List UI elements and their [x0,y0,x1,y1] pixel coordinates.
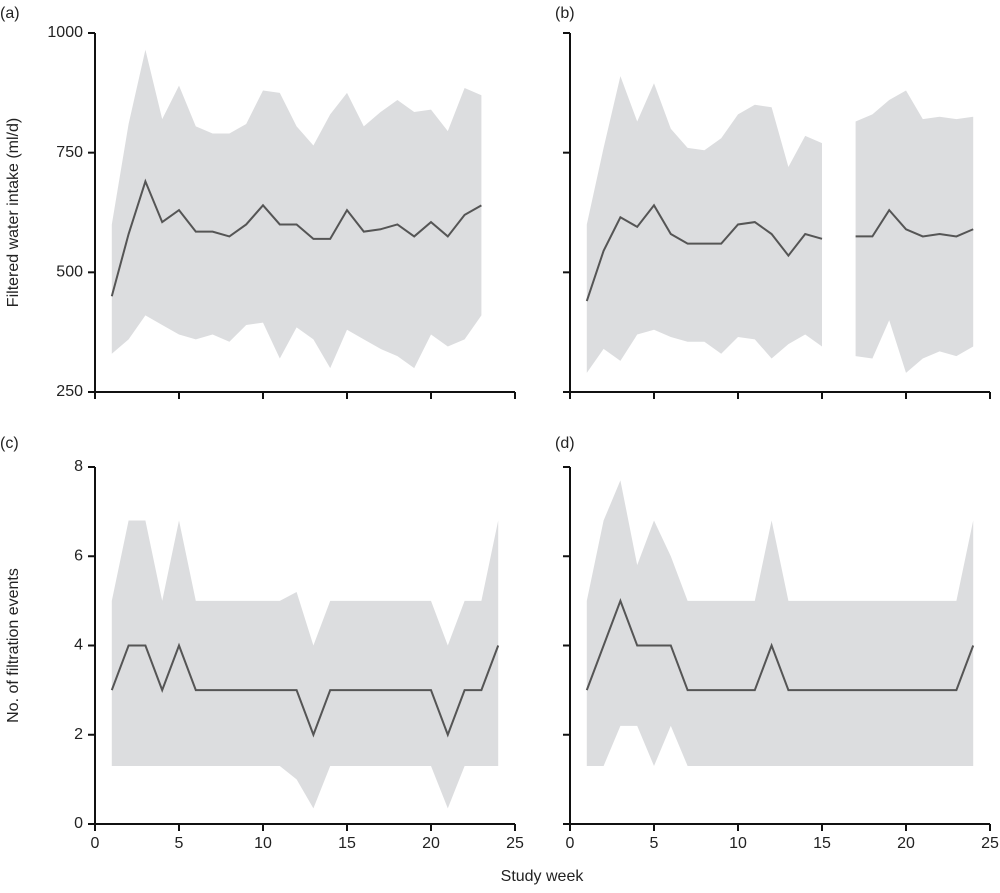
x-tick-label: 15 [813,835,831,852]
y-tick-label: 0 [74,815,83,832]
y-tick-label: 4 [74,637,83,654]
panel-label: (c) [0,435,19,452]
panel-label: (a) [0,5,20,22]
median-line [110,178,482,297]
y-tick-label: 500 [56,264,83,281]
x-tick-label: 5 [650,835,659,852]
x-tick-label: 25 [506,835,524,852]
y-axis-label: No. of filtration events [5,568,22,723]
median-line [585,203,974,302]
x-axis-label: Study week [501,868,585,885]
range-band [586,76,822,373]
x-tick-label: 15 [338,835,356,852]
x-tick-label: 20 [422,835,440,852]
y-tick-label: 8 [74,458,83,475]
panel-label: (b) [555,5,575,22]
y-tick-label: 250 [56,383,83,400]
median-line [110,642,500,738]
y-tick-label: 2 [74,726,83,743]
y-tick-label: 1000 [47,24,83,41]
panel-label: (d) [555,435,575,452]
x-tick-label: 0 [566,835,575,852]
x-tick-label: 10 [729,835,747,852]
x-tick-label: 25 [981,835,999,852]
y-tick-label: 750 [56,144,83,161]
x-tick-label: 10 [254,835,272,852]
x-tick-label: 20 [897,835,915,852]
x-tick-label: 5 [175,835,184,852]
y-axis-label: Filtered water intake (ml/d) [5,118,22,307]
median-line [585,598,975,692]
range-band [586,480,974,766]
y-tick-label: 6 [74,547,83,564]
range-band [855,90,974,373]
range-band [111,520,499,809]
range-band [111,49,482,369]
x-tick-label: 0 [91,835,100,852]
